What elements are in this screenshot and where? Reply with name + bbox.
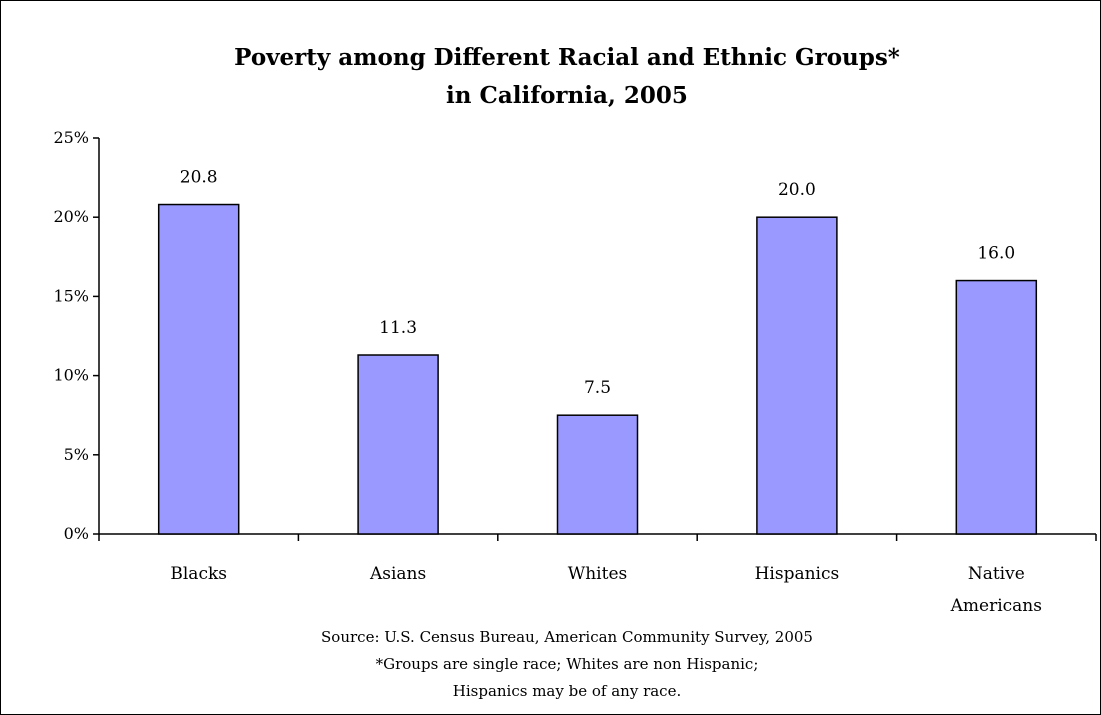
category-label: Americans [950,596,1042,616]
footnote-groups: *Groups are single race; Whites are non … [376,655,759,673]
y-tick-label: 25% [53,128,89,147]
footnote-hispanics: Hispanics may be of any race. [453,682,681,700]
bar-value-label: 11.3 [379,318,417,338]
y-tick-label: 15% [53,286,89,305]
y-tick-label: 0% [64,524,89,543]
source-note: Source: U.S. Census Bureau, American Com… [321,628,813,646]
bar-value-label: 7.5 [584,378,611,398]
plot-area: 0% 5% 10% 15% 20% 25% 20.8 Blacks 11.3 Asians 7.5 W… [53,128,1097,616]
chart-title-line-1: Poverty among Different Racial and Ethni… [234,44,900,71]
bar [556,414,639,535]
bar [357,354,439,535]
chart-title-line-2: in California, 2005 [446,82,688,109]
y-tick-label: 20% [53,207,89,226]
bar [955,279,1038,535]
bar-value-label: 20.8 [180,168,218,188]
category-label: Asians [369,564,426,584]
bar-value-label: 16.0 [977,244,1015,264]
bar-value-label: 20.0 [778,180,816,200]
category-label: Blacks [170,564,227,584]
y-tick-label: 10% [53,366,89,385]
bar [157,203,240,535]
bar [756,216,838,535]
category-label: Hispanics [755,564,840,584]
category-label: Native [968,564,1025,584]
category-label: Whites [568,564,627,584]
y-tick-label: 5% [64,445,89,464]
